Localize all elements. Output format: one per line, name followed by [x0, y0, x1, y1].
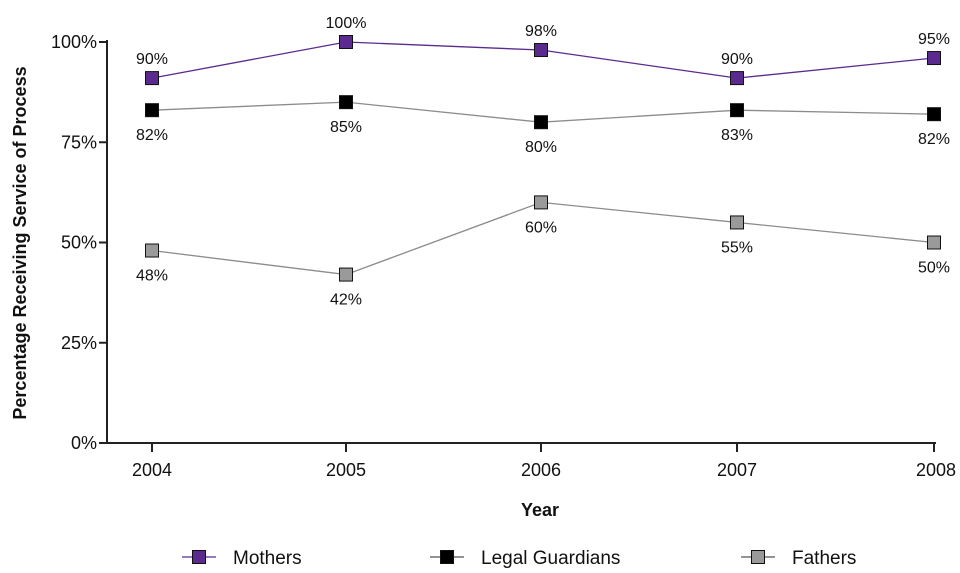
- x-tick-label: 2005: [326, 460, 366, 480]
- legend-label: Mothers: [233, 548, 302, 569]
- x-tick-label: 2007: [717, 460, 757, 480]
- data-label: 90%: [136, 51, 168, 68]
- y-axis: 0% 25% 50% 75% 100%: [51, 32, 108, 453]
- x-tick-label: 2004: [132, 460, 172, 480]
- data-point-marker: [534, 195, 548, 210]
- data-label: 48%: [136, 268, 168, 285]
- data-label: 42%: [330, 292, 362, 309]
- data-label: 83%: [721, 127, 753, 144]
- data-point-marker: [339, 95, 353, 110]
- y-tick-label: 50%: [61, 233, 97, 253]
- x-tick-label: 2008: [916, 460, 956, 480]
- data-label: 95%: [918, 31, 950, 48]
- series-line-2: [151, 201, 935, 276]
- legend-item: Mothers: [182, 548, 302, 569]
- data-label: 80%: [525, 139, 557, 156]
- data-point-marker: [927, 235, 941, 250]
- x-tick-label: 2006: [521, 460, 561, 480]
- data-label: 82%: [136, 127, 168, 144]
- data-labels: 48% 42% 60% 55% 50% 82% 85% 80% 83% 82% 90% 100% 98%…: [136, 15, 950, 309]
- legend-label: Fathers: [792, 548, 856, 569]
- data-point-marker: [534, 115, 548, 130]
- data-point-marker: [534, 43, 548, 58]
- x-axis-title: Year: [521, 500, 559, 520]
- data-point-marker: [339, 267, 353, 282]
- data-point-marker: [927, 51, 941, 66]
- data-label: 100%: [326, 15, 367, 32]
- data-label: 82%: [918, 131, 950, 148]
- series-lines: [145, 35, 941, 282]
- legend-label: Legal Guardians: [481, 548, 620, 569]
- data-label: 85%: [330, 119, 362, 136]
- data-label: 55%: [721, 239, 753, 256]
- data-label: 90%: [721, 51, 753, 68]
- y-tick-label: 25%: [61, 333, 97, 353]
- data-point-marker: [339, 35, 353, 49]
- y-tick-label: 75%: [61, 132, 97, 152]
- legend: Mothers Legal Guardians Fathers: [182, 548, 856, 569]
- data-point-marker: [730, 215, 744, 230]
- data-point-marker: [145, 243, 159, 258]
- y-tick-label: 0%: [71, 433, 97, 453]
- data-label: 60%: [525, 219, 557, 236]
- data-label: 98%: [525, 23, 557, 40]
- data-point-marker: [730, 103, 744, 118]
- legend-marker: [751, 550, 765, 564]
- data-point-marker: [730, 71, 744, 86]
- data-point-marker: [927, 107, 941, 122]
- data-label: 50%: [918, 260, 950, 277]
- y-tick-label: 100%: [51, 32, 97, 52]
- legend-marker: [440, 550, 454, 564]
- legend-item: Legal Guardians: [430, 548, 620, 569]
- data-point-marker: [145, 103, 159, 118]
- x-axis: 2004 2005 2006 2007 2008: [107, 442, 956, 480]
- legend-marker: [192, 550, 206, 564]
- data-point-marker: [145, 71, 159, 86]
- legend-item: Fathers: [741, 548, 856, 569]
- y-axis-title: Percentage Receiving Service of Process: [10, 66, 30, 419]
